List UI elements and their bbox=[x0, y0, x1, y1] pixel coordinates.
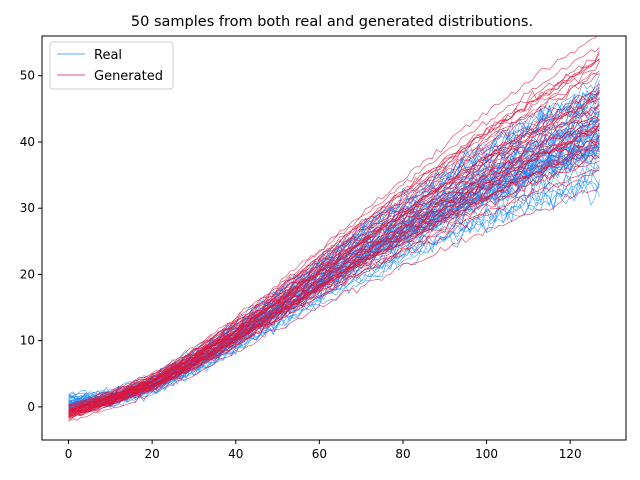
generated-series-line bbox=[68, 123, 600, 418]
x-tick-label: 120 bbox=[559, 447, 582, 461]
generated-series-line bbox=[68, 186, 600, 422]
x-tick-label: 60 bbox=[312, 447, 327, 461]
y-tick-label: 0 bbox=[27, 400, 35, 414]
generated-series-line bbox=[68, 116, 600, 412]
y-tick-label: 20 bbox=[20, 267, 35, 281]
generated-series-line bbox=[68, 131, 600, 416]
x-tick-label: 100 bbox=[475, 447, 498, 461]
y-axis: 0 10 20 30 40 50 bbox=[20, 69, 42, 414]
x-tick-label: 20 bbox=[145, 447, 160, 461]
legend-label-real: Real bbox=[94, 48, 122, 63]
y-tick-label: 30 bbox=[20, 201, 35, 215]
generated-series-line bbox=[68, 58, 600, 407]
generated-series-line bbox=[68, 96, 600, 413]
real-series-line bbox=[68, 135, 600, 407]
generated-series-line bbox=[68, 72, 600, 410]
legend: Real Generated bbox=[49, 41, 174, 90]
x-tick-label: 0 bbox=[65, 447, 73, 461]
generated-series-line bbox=[68, 105, 600, 412]
generated-series-line bbox=[68, 91, 600, 410]
y-tick-label: 50 bbox=[20, 69, 35, 83]
generated-series-line bbox=[68, 124, 600, 417]
generated-series-line bbox=[68, 90, 600, 412]
generated-series-line bbox=[68, 59, 600, 406]
generated-series-line bbox=[68, 166, 600, 417]
plot-lines bbox=[68, 36, 600, 422]
y-tick-label: 10 bbox=[20, 334, 35, 348]
x-tick-label: 40 bbox=[228, 447, 243, 461]
generated-series-line bbox=[68, 128, 600, 413]
plot-frame bbox=[41, 35, 627, 441]
generated-series-line bbox=[68, 153, 600, 418]
legend-label-generated: Generated bbox=[94, 69, 163, 84]
x-axis: 0 20 40 60 80 100 120 bbox=[65, 440, 582, 461]
generated-series-line bbox=[68, 120, 600, 412]
generated-series-line bbox=[68, 83, 600, 409]
generated-series-line bbox=[68, 118, 600, 414]
generated-series-line bbox=[68, 130, 600, 415]
y-tick-label: 40 bbox=[20, 135, 35, 149]
generated-series-line bbox=[68, 154, 600, 421]
x-tick-label: 80 bbox=[395, 447, 410, 461]
generated-series-line bbox=[68, 36, 598, 406]
chart-title: 50 samples from both real and generated … bbox=[131, 14, 533, 30]
real-series-line bbox=[68, 180, 600, 414]
